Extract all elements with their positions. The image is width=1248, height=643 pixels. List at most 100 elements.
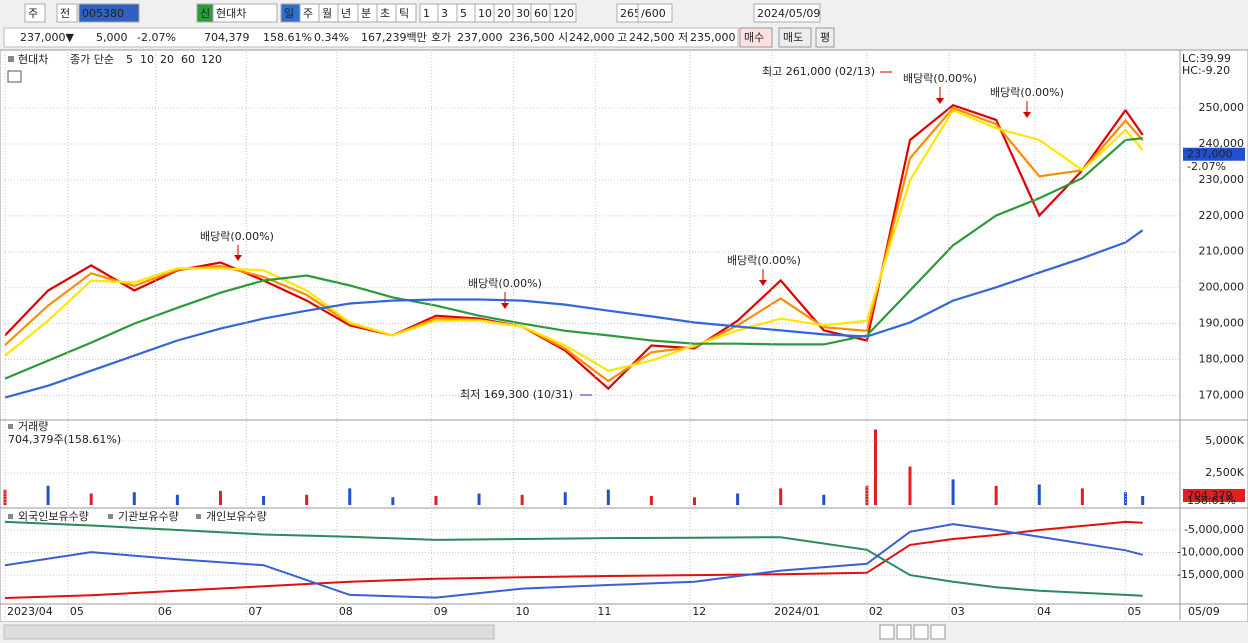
info-text: 매수 <box>744 31 764 44</box>
toolbar-text: 3 <box>441 7 448 20</box>
grid-icon[interactable] <box>7 70 22 83</box>
x-end-label: 05/09 <box>1188 605 1220 618</box>
y-tick-label: 230,000 <box>1199 173 1245 186</box>
series-line <box>4 103 1144 391</box>
nav-button[interactable] <box>930 624 946 640</box>
x-tick-label: 03 <box>951 605 965 618</box>
volume-bar <box>175 494 179 505</box>
volume-bar <box>951 479 955 505</box>
annotation-head <box>759 280 767 286</box>
y-tick-label: 250,000 <box>1199 101 1245 114</box>
legend-entry: 5 <box>126 53 133 66</box>
scrollbar[interactable] <box>3 624 495 640</box>
info-text: 평 <box>820 31 830 44</box>
info-text: 저 <box>678 31 688 44</box>
toolbar-text: 5 <box>460 7 467 20</box>
info-text: 237,000 <box>457 31 503 44</box>
hc-label: HC:-9.20 <box>1182 64 1230 77</box>
info-text: 0.34% <box>314 31 349 44</box>
annotation: 배당락(0.00%) <box>990 86 1064 99</box>
info-text: 242,000 <box>569 31 615 44</box>
x-tick-label: 05 <box>1127 605 1141 618</box>
info-text: 5,000 <box>96 31 128 44</box>
toolbar-button[interactable] <box>753 3 821 23</box>
legend-entry: 10 <box>140 53 154 66</box>
volume-bar <box>649 496 653 505</box>
toolbar-button[interactable] <box>212 3 278 23</box>
y-tick-label: 180,000 <box>1199 353 1245 366</box>
series-line <box>4 137 1143 380</box>
nav-button[interactable] <box>913 624 929 640</box>
toolbar-text: 틱 <box>399 7 409 20</box>
x-tick-label: 2023/04 <box>7 605 53 618</box>
x-tick-label: 08 <box>339 605 353 618</box>
icon <box>108 514 113 519</box>
volume-bar <box>606 489 610 505</box>
toolbar-text: 2024/05/09 <box>757 7 820 20</box>
toolbar-button[interactable] <box>78 3 140 23</box>
toolbar-text: 10 <box>478 7 492 20</box>
volume-bar <box>908 466 912 505</box>
icon <box>8 424 13 429</box>
icon <box>196 514 201 519</box>
y-tick-label: 190,000 <box>1199 317 1245 330</box>
volume-bar <box>305 494 309 505</box>
y-tick-label: 210,000 <box>1199 245 1245 258</box>
toolbar-text: 20 <box>497 7 511 20</box>
annotation: 배당락(0.00%) <box>903 72 977 85</box>
info-text: 167,239백만 <box>361 31 427 44</box>
series-line <box>4 520 1143 597</box>
toolbar-button[interactable] <box>56 3 78 23</box>
info-text: 158.61% <box>263 31 312 44</box>
legend-entry: 기관보유수량 <box>118 510 179 523</box>
series-line <box>4 523 1143 599</box>
series-line <box>4 229 1144 399</box>
order-button[interactable] <box>778 27 812 48</box>
order-button[interactable] <box>815 27 835 48</box>
volume-bar <box>391 497 395 505</box>
current-label: 237,000 <box>1187 148 1233 161</box>
toolbar-button[interactable] <box>549 3 577 23</box>
nav-button[interactable] <box>896 624 912 640</box>
volume-bar <box>779 488 783 505</box>
toolbar-button[interactable] <box>24 3 46 23</box>
ratio-label: 158.61% <box>1187 494 1236 507</box>
x-tick-label: 12 <box>692 605 706 618</box>
volume-bar <box>46 485 50 505</box>
chart-bg <box>0 49 1248 623</box>
toolbar-button[interactable] <box>637 3 673 23</box>
annotation: 최저 169,300 (10/31) <box>460 388 573 401</box>
x-tick-label: 04 <box>1037 605 1051 618</box>
info-text: 고 <box>617 31 627 44</box>
toolbar-text: 분 <box>361 7 371 20</box>
volume-bar <box>348 488 352 505</box>
volume-bar <box>874 429 878 505</box>
toolbar-button[interactable] <box>395 3 417 23</box>
volume-bar <box>477 493 481 505</box>
toolbar-text: 60 <box>534 7 548 20</box>
annotation-head <box>501 303 509 309</box>
volume-bar <box>262 496 266 505</box>
volume-bar <box>563 492 567 505</box>
annotation-head <box>234 255 242 261</box>
nav-button[interactable] <box>879 624 895 640</box>
panel-title: 현대차 <box>18 53 48 66</box>
toolbar-text: 년 <box>341 7 351 20</box>
toolbar-text: 005380 <box>82 7 124 20</box>
panel-subtitle: 704,379주(158.61%) <box>8 433 121 446</box>
order-button[interactable] <box>739 27 773 48</box>
annotation: 최고 261,000 (02/13) <box>762 65 875 78</box>
y-tick-label: 2,500K <box>1205 466 1244 479</box>
annotation-head <box>936 98 944 104</box>
volume-bar <box>693 497 697 505</box>
x-tick-label: 02 <box>869 605 883 618</box>
toolbar-text: /600 <box>641 7 666 20</box>
volume-bar <box>520 494 524 505</box>
volume-bar <box>1123 492 1127 505</box>
y-tick-label: 240,000 <box>1199 137 1245 150</box>
x-tick-label: 09 <box>434 605 448 618</box>
annotation: 배당락(0.00%) <box>200 230 274 243</box>
legend-entry: 60 <box>181 53 195 66</box>
